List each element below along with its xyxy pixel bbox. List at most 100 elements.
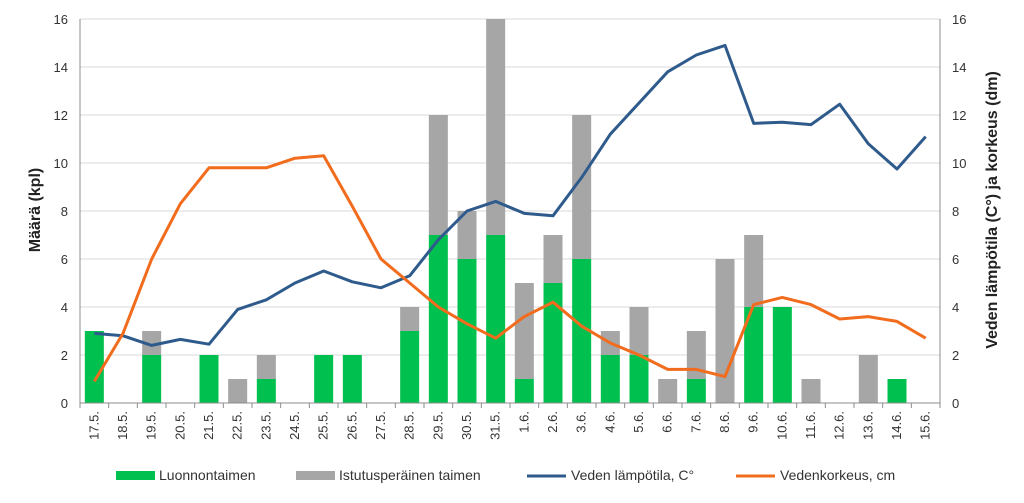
x-tick-label: 31.5.: [488, 411, 503, 440]
bar-istutusperainen: [801, 379, 821, 403]
x-tick-label: 4.6.: [602, 411, 617, 433]
bar-istutusperainen: [400, 307, 420, 331]
bar-istutusperainen: [256, 355, 276, 379]
y-axis-right-ticks: 0 2 4 6 8 10 12 14 16: [952, 12, 966, 411]
bar-istutusperainen: [543, 235, 563, 283]
y-tick-label-left: 14: [54, 60, 68, 75]
y-axis-title-right: Veden lämpötila (C°) ja korkeus (dm): [984, 71, 1001, 349]
x-tick-label: 18.5.: [115, 411, 130, 440]
bar-istutusperainen: [629, 307, 649, 355]
line-temperature: [94, 43, 927, 347]
x-tick-label: 15.6.: [918, 411, 933, 440]
x-tick-label: 13.6.: [860, 411, 875, 440]
bar-luonnontaimen: [887, 379, 907, 403]
x-tick-label: 27.5.: [373, 411, 388, 440]
x-tick-label: 28.5.: [402, 411, 417, 440]
bar-luonnontaimen: [686, 379, 706, 403]
legend-swatch-istutusperainen: [296, 471, 335, 480]
x-tick-label: 14.6.: [889, 411, 904, 440]
y-tick-label-right: 2: [952, 348, 959, 363]
bar-istutusperainen: [744, 235, 764, 307]
x-tick-label: 11.6.: [803, 411, 818, 439]
y-tick-label-right: 16: [952, 12, 966, 27]
y-tick-label-left: 16: [54, 12, 68, 27]
bar-istutusperainen: [457, 211, 477, 259]
y-tick-label-right: 6: [952, 252, 959, 267]
bar-istutusperainen: [858, 355, 878, 403]
bar-luonnontaimen: [486, 235, 506, 403]
bar-luonnontaimen: [84, 331, 104, 403]
bar-luonnontaimen: [142, 355, 162, 403]
y-axis-title-left: Määrä (kpl): [27, 168, 44, 252]
legend: Luonnontaimen Istutusperäinen taimen Ved…: [116, 467, 895, 483]
legend-label-temperature: Veden lämpötila, C°: [571, 467, 694, 483]
bar-istutusperainen: [658, 379, 678, 403]
legend-label-istutusperainen: Istutusperäinen taimen: [339, 467, 481, 483]
x-tick-label: 2.6.: [545, 411, 560, 433]
y-tick-label-right: 10: [952, 156, 966, 171]
x-tick-label: 24.5.: [287, 411, 302, 440]
y-tick-label-right: 8: [952, 204, 959, 219]
bar-luonnontaimen: [744, 307, 764, 403]
x-tick-label: 9.6.: [746, 411, 761, 433]
bar-istutusperainen: [142, 331, 162, 355]
bar-istutusperainen: [514, 283, 534, 379]
y-tick-label-left: 0: [61, 396, 68, 411]
bar-istutusperainen: [486, 19, 506, 235]
x-tick-label: 1.6.: [516, 411, 531, 433]
bar-istutusperainen: [428, 115, 448, 235]
bar-luonnontaimen: [199, 355, 219, 403]
bar-luonnontaimen: [514, 379, 534, 403]
y-tick-label-right: 14: [952, 60, 966, 75]
legend-label-luonnontaimen: Luonnontaimen: [159, 467, 256, 483]
y-tick-label-left: 10: [54, 156, 68, 171]
x-tick-label: 6.6.: [660, 411, 675, 433]
bar-istutusperainen: [572, 115, 592, 259]
bar-luonnontaimen: [572, 259, 592, 403]
y-tick-label-right: 4: [952, 300, 959, 315]
y-tick-label-left: 4: [61, 300, 68, 315]
x-tick-label: 20.5.: [172, 411, 187, 440]
y-tick-label-left: 6: [61, 252, 68, 267]
x-tick-label: 29.5.: [430, 411, 445, 440]
x-tick-label: 23.5.: [258, 411, 273, 440]
x-tick-label: 25.5.: [316, 411, 331, 440]
bar-istutusperainen: [228, 379, 248, 403]
x-tick-label: 3.6.: [574, 411, 589, 433]
lines: [93, 43, 927, 383]
bar-luonnontaimen: [629, 355, 649, 403]
bar-istutusperainen: [686, 331, 706, 379]
x-tick-label: 5.6.: [631, 411, 646, 433]
x-tick-label: 22.5.: [230, 411, 245, 440]
x-tick-label: 10.6.: [774, 411, 789, 440]
y-tick-label-left: 2: [61, 348, 68, 363]
y-axis-left-ticks: 0 2 4 6 8 10 12 14 16: [54, 12, 68, 411]
x-tick-label: 26.5.: [344, 411, 359, 440]
bar-luonnontaimen: [457, 259, 477, 403]
x-tick-label: 8.6.: [717, 411, 732, 433]
x-tick-label: 7.6.: [688, 411, 703, 433]
bar-luonnontaimen: [314, 355, 334, 403]
bar-luonnontaimen: [543, 283, 563, 403]
x-tick-label: 21.5.: [201, 411, 216, 440]
bars: [84, 19, 907, 403]
bar-luonnontaimen: [400, 331, 420, 403]
bar-luonnontaimen: [428, 235, 448, 403]
axes: [79, 19, 941, 408]
bar-luonnontaimen: [256, 379, 276, 403]
y-tick-label-right: 0: [952, 396, 959, 411]
x-tick-label: 19.5.: [144, 411, 159, 440]
y-tick-label-left: 8: [61, 204, 68, 219]
legend-label-water-level: Vedenkorkeus, cm: [780, 467, 895, 483]
y-tick-label-left: 12: [54, 108, 68, 123]
y-tick-label-right: 12: [952, 108, 966, 123]
x-tick-label: 12.6.: [832, 411, 847, 440]
bar-luonnontaimen: [342, 355, 362, 403]
x-tick-label: 17.5.: [86, 411, 101, 440]
gridlines: [80, 18, 940, 356]
legend-swatch-luonnontaimen: [116, 471, 155, 480]
bar-luonnontaimen: [600, 355, 620, 403]
bar-luonnontaimen: [772, 307, 792, 403]
line-water-level: [93, 154, 927, 383]
